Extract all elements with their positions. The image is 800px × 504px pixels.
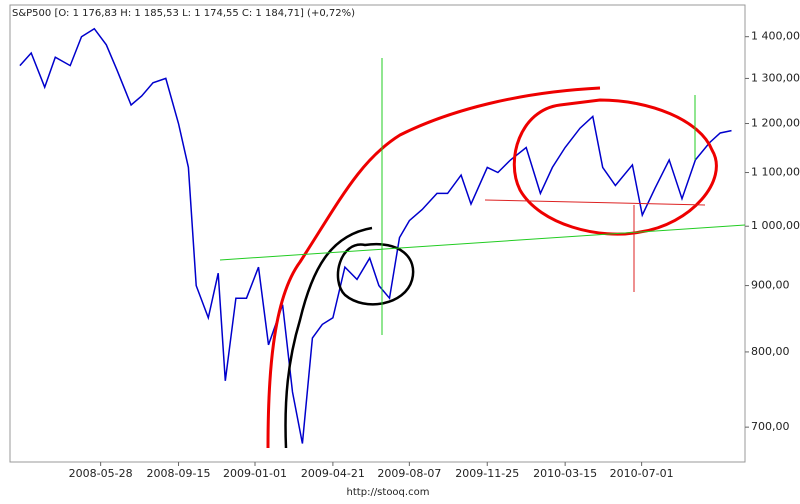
y-tick-label: 1 400,00 xyxy=(751,30,800,43)
x-tick-label: 2008-09-15 xyxy=(147,467,211,480)
x-tick-label: 2009-08-07 xyxy=(377,467,441,480)
y-tick-label: 700,00 xyxy=(751,420,790,433)
annotations xyxy=(219,58,746,449)
price-line xyxy=(19,27,732,444)
y-tick-label: 900,00 xyxy=(751,279,790,292)
x-tick-label: 2009-04-21 xyxy=(301,467,365,480)
y-tick-label: 1 000,00 xyxy=(751,219,800,232)
x-tick-label: 2008-05-28 xyxy=(69,467,133,480)
support-line xyxy=(484,199,706,206)
trend-line xyxy=(219,224,746,261)
hand-drawn-ellipse xyxy=(336,242,415,306)
y-tick-label: 1 100,00 xyxy=(751,166,800,179)
x-tick-label: 2010-03-15 xyxy=(533,467,597,480)
x-tick-label: 2009-01-01 xyxy=(223,467,287,480)
hand-drawn-curve xyxy=(284,226,373,449)
hand-drawn-curve xyxy=(266,86,601,449)
footer: http://stooq.com xyxy=(347,487,430,498)
y-tick-label: 800,00 xyxy=(751,345,790,358)
chart-title: S&P500 [O: 1 176,83 H: 1 185,53 L: 1 174… xyxy=(12,8,355,19)
x-tick-label: 2010-07-01 xyxy=(610,467,674,480)
x-tick-label: 2009-11-25 xyxy=(455,467,519,480)
y-tick-label: 1 200,00 xyxy=(751,117,800,130)
y-tick-label: 1 300,00 xyxy=(751,71,800,84)
